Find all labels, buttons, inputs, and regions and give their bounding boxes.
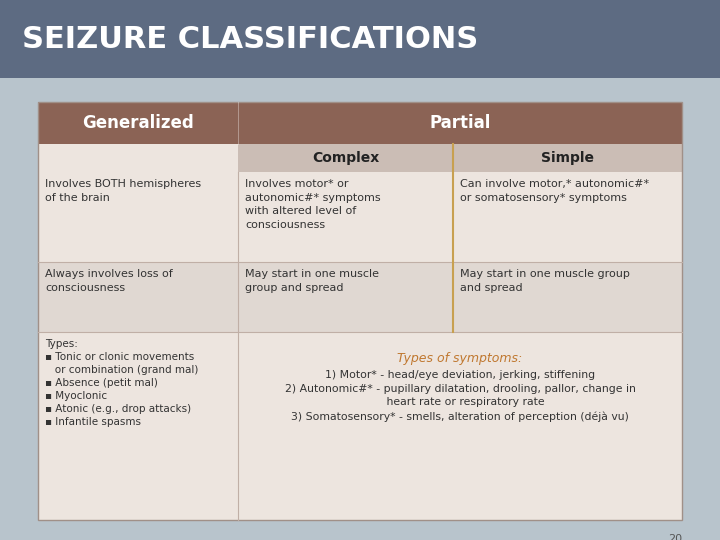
Text: Can involve motor,* autonomic#*
or somatosensory* symptoms: Can involve motor,* autonomic#* or somat… [460,179,649,202]
Text: Simple: Simple [541,151,594,165]
FancyBboxPatch shape [0,0,720,78]
Text: Types of symptoms:: Types of symptoms: [397,352,523,365]
Text: May start in one muscle
group and spread: May start in one muscle group and spread [245,269,379,293]
FancyBboxPatch shape [453,144,682,172]
Text: May start in one muscle group
and spread: May start in one muscle group and spread [460,269,630,293]
Text: 1) Motor* - head/eye deviation, jerking, stiffening
2) Autonomic#* - pupillary d: 1) Motor* - head/eye deviation, jerking,… [284,370,636,422]
FancyBboxPatch shape [238,144,453,172]
Text: SEIZURE CLASSIFICATIONS: SEIZURE CLASSIFICATIONS [22,24,478,53]
Text: Involves BOTH hemispheres
of the brain: Involves BOTH hemispheres of the brain [45,179,201,202]
Text: 20: 20 [668,534,682,540]
Text: Types:
▪ Tonic or clonic movements
   or combination (grand mal)
▪ Absence (peti: Types: ▪ Tonic or clonic movements or co… [45,339,199,427]
FancyBboxPatch shape [38,102,682,144]
FancyBboxPatch shape [38,262,682,332]
Text: Always involves loss of
consciousness: Always involves loss of consciousness [45,269,173,293]
Text: Involves motor* or
autonomic#* symptoms
with altered level of
consciousness: Involves motor* or autonomic#* symptoms … [245,179,381,230]
Text: Partial: Partial [429,114,491,132]
Text: Complex: Complex [312,151,379,165]
FancyBboxPatch shape [38,102,682,520]
Text: Generalized: Generalized [82,114,194,132]
